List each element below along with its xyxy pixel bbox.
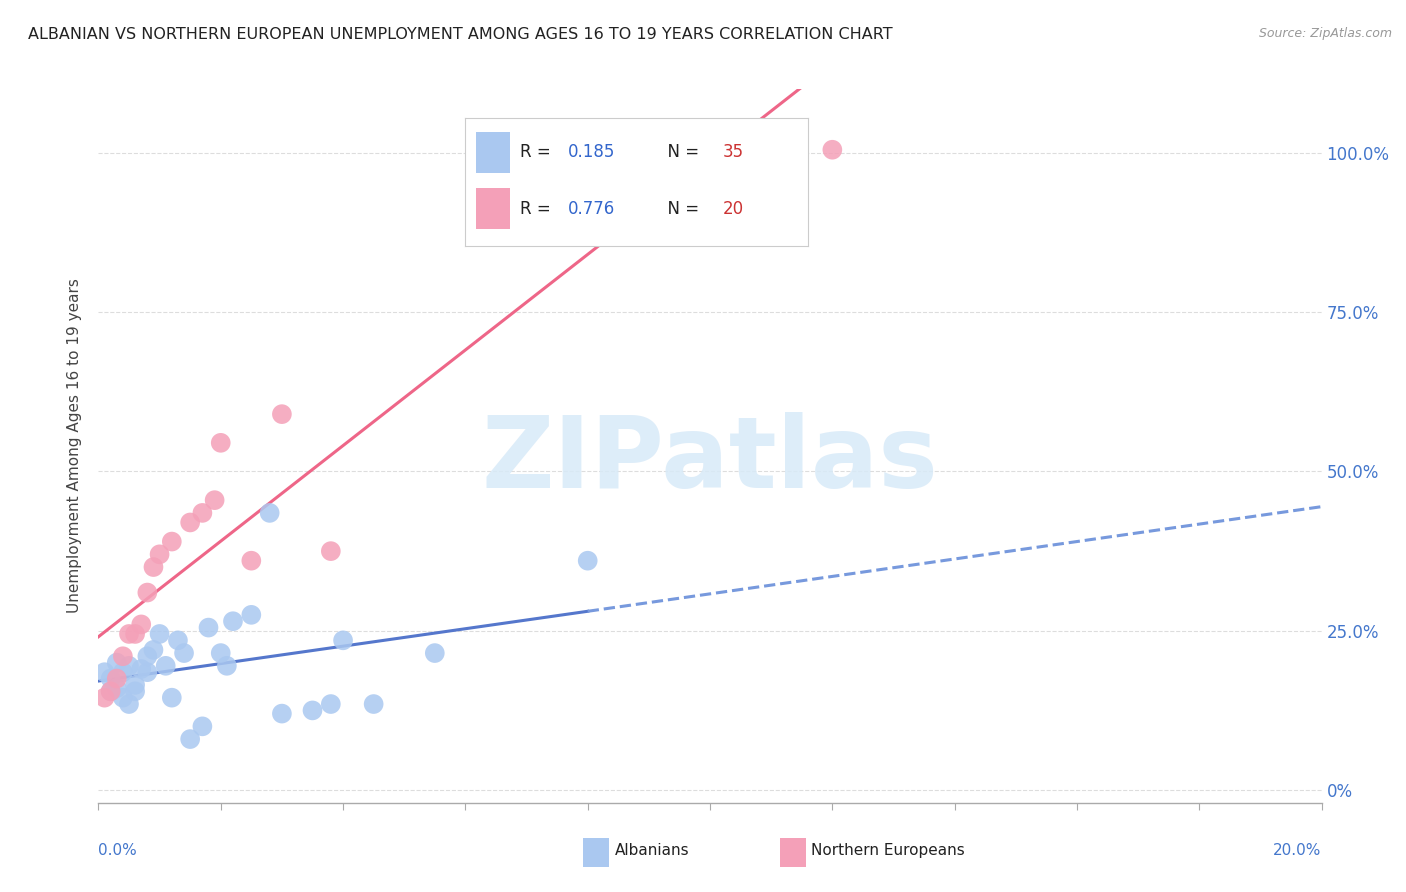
Point <box>191 506 214 520</box>
Point <box>100 684 122 698</box>
Point <box>319 697 342 711</box>
Point <box>118 697 141 711</box>
Point <box>100 684 122 698</box>
Point <box>576 143 599 157</box>
Point <box>136 665 159 680</box>
Point <box>240 554 263 568</box>
Point <box>142 643 165 657</box>
Point <box>160 534 183 549</box>
Point <box>93 690 115 705</box>
Point <box>111 690 134 705</box>
Point <box>173 646 195 660</box>
Text: Albanians: Albanians <box>614 844 689 858</box>
Point <box>93 665 115 680</box>
Point <box>105 681 128 695</box>
Point <box>105 672 128 686</box>
Point <box>124 684 146 698</box>
Point <box>136 585 159 599</box>
Point <box>136 649 159 664</box>
Point <box>821 143 844 157</box>
Point <box>423 646 446 660</box>
Point <box>142 560 165 574</box>
Point <box>111 649 134 664</box>
Point <box>240 607 263 622</box>
Point <box>363 697 385 711</box>
Point <box>129 617 152 632</box>
Text: ZIPatlas: ZIPatlas <box>482 412 938 508</box>
Point <box>576 554 599 568</box>
Point <box>105 656 128 670</box>
Point <box>270 407 292 421</box>
Point <box>270 706 292 721</box>
Text: 20.0%: 20.0% <box>1274 843 1322 858</box>
Point <box>160 690 183 705</box>
Y-axis label: Unemployment Among Ages 16 to 19 years: Unemployment Among Ages 16 to 19 years <box>67 278 83 614</box>
Point <box>301 703 323 717</box>
Point <box>100 672 122 686</box>
Point <box>124 678 146 692</box>
Text: ALBANIAN VS NORTHERN EUROPEAN UNEMPLOYMENT AMONG AGES 16 TO 19 YEARS CORRELATION: ALBANIAN VS NORTHERN EUROPEAN UNEMPLOYME… <box>28 27 893 42</box>
Point <box>111 665 134 680</box>
Point <box>167 633 190 648</box>
Point <box>332 633 354 648</box>
Point <box>191 719 214 733</box>
Point <box>179 516 201 530</box>
Point <box>215 658 238 673</box>
Text: 0.0%: 0.0% <box>98 843 138 858</box>
Point <box>149 547 172 561</box>
Point <box>124 627 146 641</box>
Point <box>179 732 201 747</box>
Point <box>155 658 177 673</box>
Point <box>209 435 232 450</box>
Point <box>197 621 219 635</box>
Point <box>118 627 141 641</box>
Point <box>118 658 141 673</box>
Point <box>319 544 342 558</box>
Point <box>222 614 245 628</box>
Point <box>259 506 281 520</box>
Point <box>204 493 226 508</box>
Point <box>209 646 232 660</box>
Point <box>149 627 172 641</box>
Text: Source: ZipAtlas.com: Source: ZipAtlas.com <box>1258 27 1392 40</box>
Text: Northern Europeans: Northern Europeans <box>811 844 965 858</box>
Point <box>129 662 152 676</box>
